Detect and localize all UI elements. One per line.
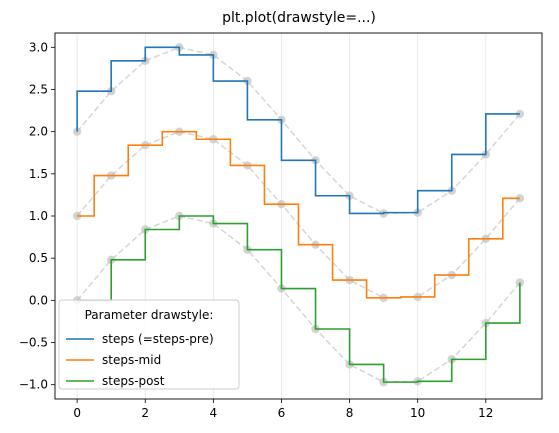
series-lines xyxy=(76,46,521,383)
x-tick-label: 4 xyxy=(210,406,218,420)
x-tick-label: 6 xyxy=(278,406,286,420)
y-tick-label: 1.5 xyxy=(29,167,48,181)
y-tick-label: 3.0 xyxy=(29,40,48,54)
reference-line xyxy=(76,215,521,383)
series-steps-pre xyxy=(76,46,520,215)
x-tick-label: 8 xyxy=(346,406,354,420)
x-tick-label: 10 xyxy=(410,406,425,420)
x-tick-label: 0 xyxy=(73,406,81,420)
x-tick-label: 2 xyxy=(141,406,149,420)
legend-box xyxy=(58,299,240,390)
legend-title: Parameter drawstyle: xyxy=(85,308,214,322)
series-steps-mid xyxy=(77,130,520,299)
x-tick-label: 12 xyxy=(478,406,493,420)
chart-title: plt.plot(drawstyle=...) xyxy=(222,10,376,26)
y-tick-label: 2.0 xyxy=(29,125,48,139)
legend-label: steps-mid xyxy=(102,353,161,367)
series-steps-post xyxy=(77,215,521,383)
y-tick-label: 0.0 xyxy=(29,293,48,307)
y-axis: −1.0 −0.5 0.0 0.5 1.0 1.5 2.0 2.5 3.0 xyxy=(19,40,55,392)
y-tick-label: −0.5 xyxy=(19,335,48,349)
y-tick-label: 2.5 xyxy=(29,83,48,97)
plot-area xyxy=(72,33,525,399)
y-tick-label: 0.5 xyxy=(29,251,48,265)
y-tick-label: −1.0 xyxy=(19,378,48,392)
legend-label: steps-post xyxy=(102,374,165,388)
y-tick-label: 1.0 xyxy=(29,209,48,223)
legend: Parameter drawstyle: steps (=steps-pre)s… xyxy=(58,299,240,390)
x-axis: 0 2 4 6 8 10 12 xyxy=(73,399,493,420)
legend-label: steps (=steps-pre) xyxy=(102,332,214,346)
legend-entries: steps (=steps-pre) steps-mid steps-post xyxy=(66,332,214,388)
reference-line xyxy=(76,46,521,215)
